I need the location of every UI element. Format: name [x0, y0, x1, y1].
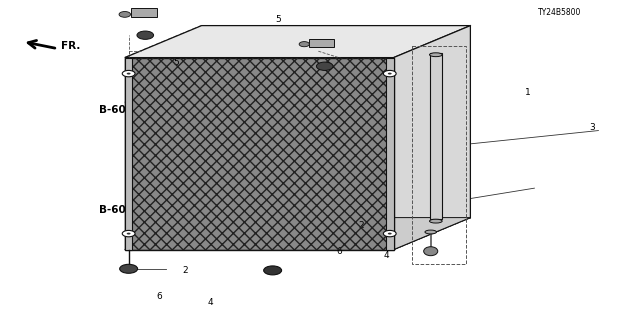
- Circle shape: [316, 62, 333, 70]
- Circle shape: [388, 73, 392, 75]
- Circle shape: [137, 31, 154, 39]
- Text: 6: 6: [157, 292, 163, 301]
- Bar: [386, 58, 394, 250]
- Text: B-60: B-60: [99, 105, 126, 116]
- Text: TY24B5800: TY24B5800: [538, 8, 581, 17]
- Text: 4: 4: [208, 298, 214, 307]
- Text: 5: 5: [275, 15, 281, 24]
- Circle shape: [122, 70, 135, 77]
- Polygon shape: [125, 218, 470, 250]
- Circle shape: [119, 12, 131, 17]
- Bar: [131, 8, 157, 17]
- Circle shape: [127, 73, 131, 75]
- Ellipse shape: [429, 53, 442, 57]
- Bar: [412, 46, 466, 264]
- Circle shape: [383, 70, 396, 77]
- Ellipse shape: [425, 230, 436, 234]
- Text: 6: 6: [336, 247, 342, 256]
- Text: 2: 2: [182, 266, 188, 275]
- Polygon shape: [125, 58, 394, 250]
- Polygon shape: [125, 26, 470, 58]
- Ellipse shape: [429, 219, 442, 223]
- Circle shape: [299, 42, 309, 47]
- Circle shape: [120, 264, 138, 273]
- Circle shape: [122, 230, 135, 237]
- Text: 3: 3: [589, 124, 595, 132]
- Polygon shape: [394, 26, 470, 250]
- Text: FR.: FR.: [61, 41, 80, 52]
- Text: 4: 4: [384, 252, 390, 260]
- Ellipse shape: [424, 247, 438, 256]
- Circle shape: [264, 266, 282, 275]
- Text: 2: 2: [358, 221, 364, 230]
- Circle shape: [127, 233, 131, 235]
- Circle shape: [383, 230, 396, 237]
- Text: 5: 5: [173, 58, 179, 67]
- Circle shape: [388, 233, 392, 235]
- Bar: [309, 39, 333, 47]
- Bar: [430, 53, 442, 219]
- Text: B-60: B-60: [99, 204, 126, 215]
- Text: 1: 1: [525, 88, 531, 97]
- Bar: [125, 58, 132, 250]
